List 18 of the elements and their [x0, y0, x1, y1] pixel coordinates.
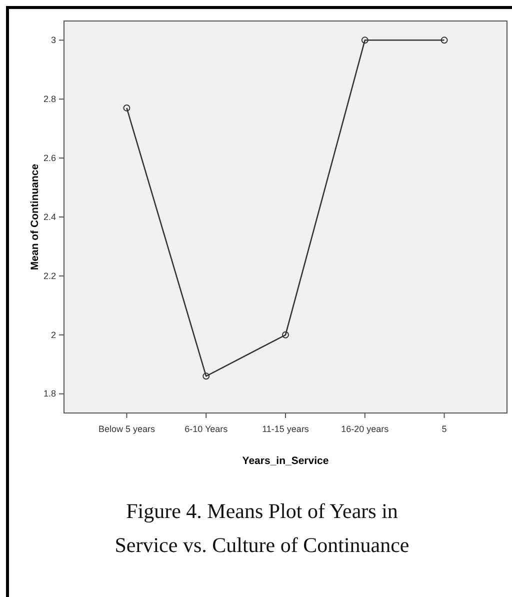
y-tick-label: 2.4: [43, 212, 56, 222]
y-tick-label: 2.2: [43, 270, 56, 281]
y-tick-label: 3: [50, 35, 56, 46]
point: [361, 36, 368, 44]
x-tick-label: 16-20 years: [341, 424, 390, 434]
x-axis-title: Years_in_Service: [242, 455, 329, 467]
x-tick-label: 5: [442, 424, 447, 434]
x-tick-label: 6-10 Years: [184, 424, 228, 434]
x-tick-label: Below 5 years: [98, 424, 156, 434]
y-axis-title: Mean of Continuance: [29, 164, 41, 270]
y-tick-label: 2.8: [43, 94, 56, 104]
point: [282, 331, 289, 338]
y-tick-label: 2.6: [43, 152, 56, 163]
y-tick-label: 1.8: [43, 388, 56, 399]
caption: Figure 4. Means Plot of Years in Service vs. Culture of Continuance: [114, 499, 410, 557]
y-tick-label: 2: [50, 330, 56, 340]
point: [202, 372, 210, 380]
x-tick-label: 11-15 years: [262, 424, 310, 434]
